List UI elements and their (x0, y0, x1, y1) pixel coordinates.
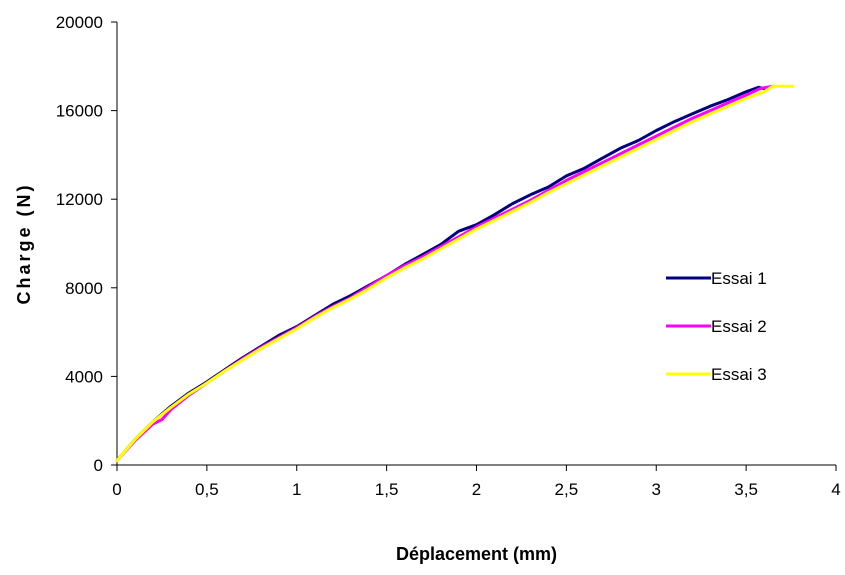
x-tick-label: 3 (652, 480, 661, 499)
x-axis-ticks: 0 0,5 1 1,5 2 2,5 3 3,5 4 (112, 465, 841, 499)
x-tick-label: 0 (112, 480, 121, 499)
plot-area (116, 22, 836, 466)
y-tick-label: 20000 (56, 13, 103, 32)
series-line-2 (115, 84, 775, 463)
x-tick-label: 4 (831, 480, 840, 499)
x-tick-label: 1 (292, 480, 301, 499)
y-axis-ticks: 0 4000 8000 12000 16000 20000 (56, 13, 117, 475)
y-tick-label: 12000 (56, 190, 103, 209)
x-axis-title: Déplacement (mm) (396, 544, 557, 564)
y-tick-label: 4000 (65, 367, 103, 386)
legend-label: Essai 1 (711, 269, 767, 288)
series-layer (115, 84, 795, 463)
series-line-1 (115, 85, 770, 463)
legend-label: Essai 2 (711, 317, 767, 336)
series-line-3 (115, 84, 795, 463)
y-axis-title: Charge (N) (14, 182, 34, 304)
legend: Essai 1 Essai 2 Essai 3 (666, 269, 767, 384)
y-tick-label: 16000 (56, 102, 103, 121)
x-tick-label: 2,5 (555, 480, 579, 499)
x-tick-label: 3,5 (734, 480, 758, 499)
x-tick-label: 1,5 (375, 480, 399, 499)
y-tick-label: 8000 (65, 279, 103, 298)
x-tick-label: 0,5 (195, 480, 219, 499)
legend-label: Essai 3 (711, 365, 767, 384)
x-tick-label: 2 (472, 480, 481, 499)
y-tick-label: 0 (94, 456, 103, 475)
